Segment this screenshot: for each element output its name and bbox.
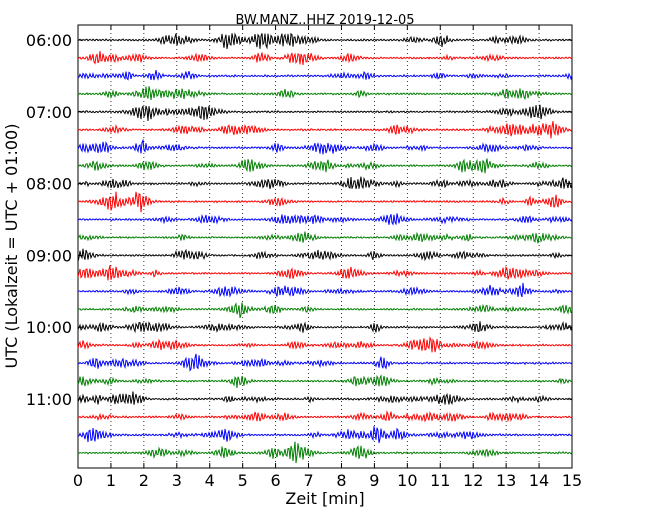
- x-tick-label: 4: [205, 471, 215, 490]
- seismic-trace: [77, 86, 573, 101]
- seismic-trace: [77, 321, 573, 334]
- x-axis-ticks: 0 1 2 3 4 5 6 7 8 9 10 11 12 13 14 15: [73, 25, 582, 490]
- seismic-trace: [77, 248, 573, 262]
- x-tick-label: 12: [463, 471, 483, 490]
- x-tick-label: 15: [562, 471, 582, 490]
- x-tick-label: 10: [397, 471, 417, 490]
- x-tick-label: 9: [369, 471, 379, 490]
- y-tick-label: 06:00: [26, 31, 72, 50]
- seismic-trace: [77, 391, 573, 405]
- x-tick-label: 3: [172, 471, 182, 490]
- x-axis-label: Zeit [min]: [285, 489, 364, 508]
- seismic-trace: [77, 441, 573, 464]
- plot-frame: [77, 24, 573, 469]
- x-tick-label: 14: [529, 471, 549, 490]
- seismic-trace: [77, 32, 573, 50]
- y-tick-label: 07:00: [26, 103, 72, 122]
- x-tick-label: 5: [238, 471, 248, 490]
- x-tick-label: 1: [106, 471, 116, 490]
- seismic-trace: [77, 51, 573, 66]
- x-tick-label: 7: [303, 471, 313, 490]
- x-tick-label: 8: [336, 471, 346, 490]
- y-tick-label: 09:00: [26, 246, 72, 265]
- seismic-trace: [77, 120, 573, 139]
- y-axis-label: UTC (Lokalzeit = UTC + 01:00): [2, 124, 21, 369]
- x-tick-label: 13: [496, 471, 516, 490]
- x-tick-label: 11: [430, 471, 450, 490]
- seismic-trace: [77, 265, 573, 281]
- seismic-trace: [77, 104, 573, 121]
- seismic-trace: [77, 191, 573, 213]
- y-tick-label: 10:00: [26, 318, 72, 337]
- y-axis-ticks: 06:00 07:00 08:00 09:00 10:00 11:00: [26, 31, 572, 409]
- x-tick-label: 2: [139, 471, 149, 490]
- y-tick-label: 08:00: [26, 175, 72, 194]
- y-tick-label: 11:00: [26, 390, 72, 409]
- trace-group: [77, 32, 573, 464]
- seismic-trace: [77, 69, 573, 81]
- x-tick-label: 6: [271, 471, 281, 490]
- x-tick-label: 0: [73, 471, 83, 490]
- seismic-trace: [77, 176, 573, 190]
- seismic-trace: [77, 302, 573, 318]
- seismic-trace: [77, 138, 573, 155]
- seismic-trace: [77, 410, 573, 423]
- chart-title: BW.MANZ..HHZ 2019-12-05: [235, 13, 414, 28]
- seismic-trace: [77, 282, 573, 298]
- seismic-trace: [77, 336, 573, 353]
- seismic-trace: [77, 231, 573, 244]
- seismic-trace: [77, 353, 573, 372]
- seismic-trace: [77, 158, 573, 174]
- seismic-trace: [77, 426, 573, 444]
- seismic-trace: [77, 213, 573, 226]
- seismic-trace: [77, 374, 573, 388]
